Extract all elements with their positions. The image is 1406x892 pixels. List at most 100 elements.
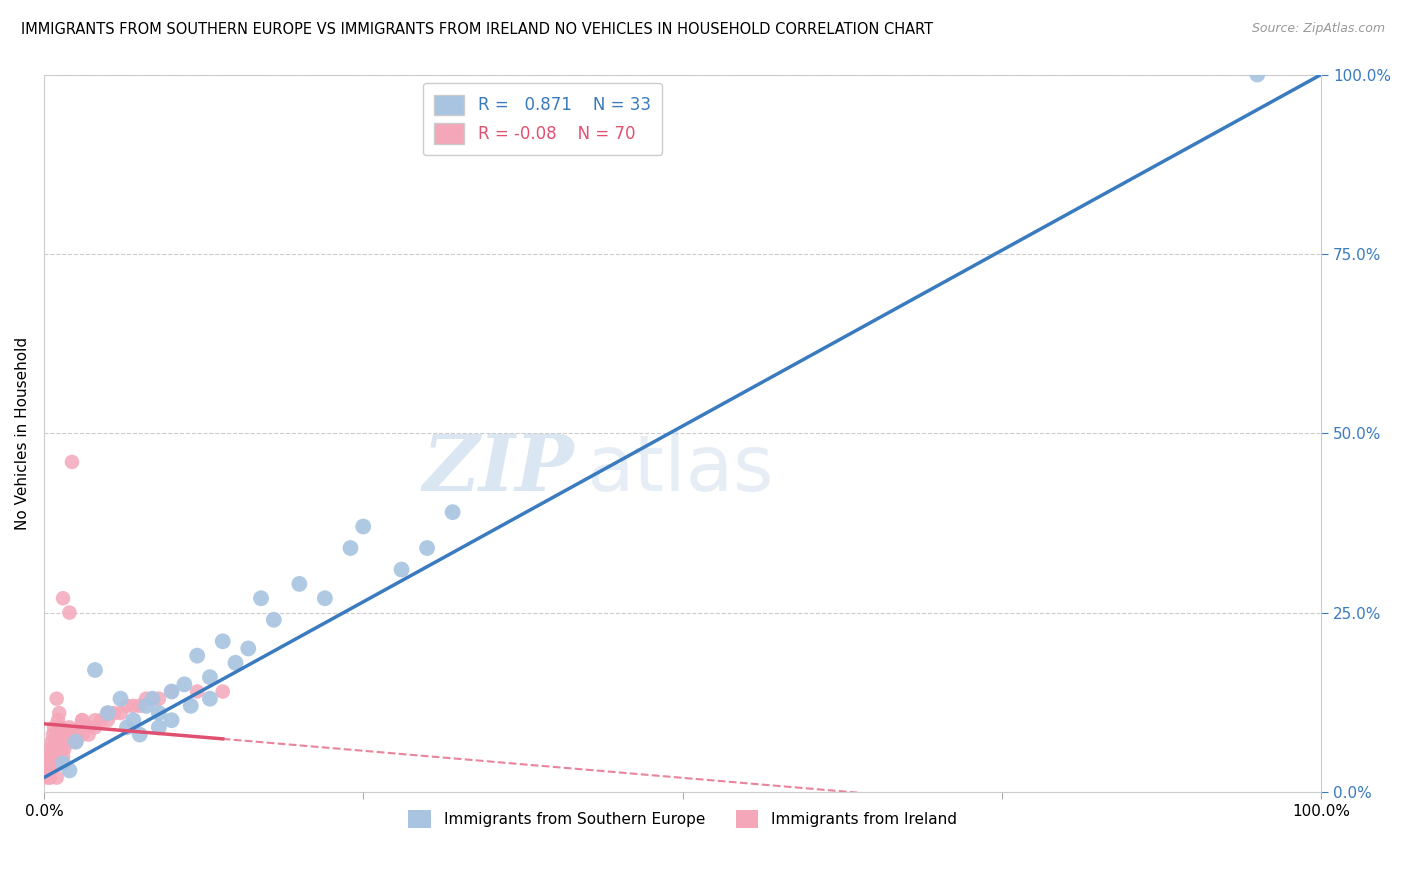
Text: atlas: atlas [586, 431, 775, 508]
Point [84, 713, 107, 727]
Point [45, 691, 67, 706]
Point [60, 455, 83, 469]
Point [39, 771, 62, 785]
Point [128, 698, 150, 713]
Point [48, 735, 70, 749]
Point [148, 720, 170, 734]
Point [97, 713, 120, 727]
Point [110, 706, 132, 720]
Point [103, 706, 125, 720]
Point [70, 713, 93, 727]
Point [180, 698, 202, 713]
Point [263, 613, 285, 627]
Point [314, 591, 336, 606]
Point [211, 634, 233, 648]
Point [38, 764, 60, 778]
Point [186, 648, 208, 663]
Point [38, 764, 60, 778]
Point [84, 663, 107, 677]
Point [77, 728, 100, 742]
Text: IMMIGRANTS FROM SOUTHERN EUROPE VS IMMIGRANTS FROM IRELAND NO VEHICLES IN HOUSEH: IMMIGRANTS FROM SOUTHERN EUROPE VS IMMIG… [21, 22, 934, 37]
Point [416, 541, 439, 555]
Point [42, 742, 65, 756]
Point [42, 720, 65, 734]
Point [45, 728, 67, 742]
Text: ZIP: ZIP [422, 431, 574, 508]
Point [90, 713, 112, 727]
Point [352, 519, 374, 533]
Point [122, 698, 145, 713]
Point [391, 563, 413, 577]
Point [42, 749, 65, 764]
Point [70, 713, 93, 727]
Point [58, 735, 80, 749]
Point [37, 764, 59, 778]
Point [58, 728, 80, 742]
Point [339, 541, 361, 555]
Point [52, 749, 75, 764]
Point [198, 670, 221, 684]
Point [211, 684, 233, 698]
Point [69, 720, 91, 734]
Point [53, 742, 76, 756]
Point [55, 728, 77, 742]
Point [38, 756, 60, 771]
Point [148, 706, 170, 720]
Point [288, 577, 311, 591]
Point [173, 677, 195, 691]
Point [39, 756, 62, 771]
Point [42, 728, 65, 742]
Point [238, 641, 260, 656]
Point [44, 735, 66, 749]
Point [41, 749, 63, 764]
Point [53, 735, 76, 749]
Point [128, 728, 150, 742]
Point [110, 691, 132, 706]
Point [198, 691, 221, 706]
Point [135, 698, 157, 713]
Point [65, 735, 87, 749]
Point [51, 728, 73, 742]
Point [37, 756, 59, 771]
Point [49, 720, 72, 734]
Point [46, 713, 69, 727]
Point [48, 706, 70, 720]
Point [59, 728, 82, 742]
Point [160, 684, 183, 698]
Point [70, 728, 93, 742]
Point [122, 713, 145, 727]
Point [58, 764, 80, 778]
Point [160, 684, 183, 698]
Point [141, 691, 163, 706]
Point [186, 684, 208, 698]
Point [37, 771, 59, 785]
Point [41, 735, 63, 749]
Point [41, 749, 63, 764]
Point [52, 591, 75, 606]
Point [45, 756, 67, 771]
Point [65, 728, 87, 742]
Point [52, 756, 75, 771]
Y-axis label: No Vehicles in Household: No Vehicles in Household [15, 336, 30, 530]
Point [115, 720, 138, 734]
Point [38, 749, 60, 764]
Point [84, 720, 107, 734]
Point [97, 706, 120, 720]
Point [65, 735, 87, 749]
Point [45, 742, 67, 756]
Point [148, 691, 170, 706]
Point [77, 720, 100, 734]
Point [49, 742, 72, 756]
Point [115, 698, 138, 713]
Point [160, 713, 183, 727]
Point [45, 771, 67, 785]
Point [58, 606, 80, 620]
Point [39, 756, 62, 771]
Text: Source: ZipAtlas.com: Source: ZipAtlas.com [1251, 22, 1385, 36]
Point [39, 749, 62, 764]
Point [141, 691, 163, 706]
Legend: Immigrants from Southern Europe, Immigrants from Ireland: Immigrants from Southern Europe, Immigra… [402, 804, 963, 835]
Point [441, 505, 464, 519]
Point [39, 742, 62, 756]
Point [97, 706, 120, 720]
